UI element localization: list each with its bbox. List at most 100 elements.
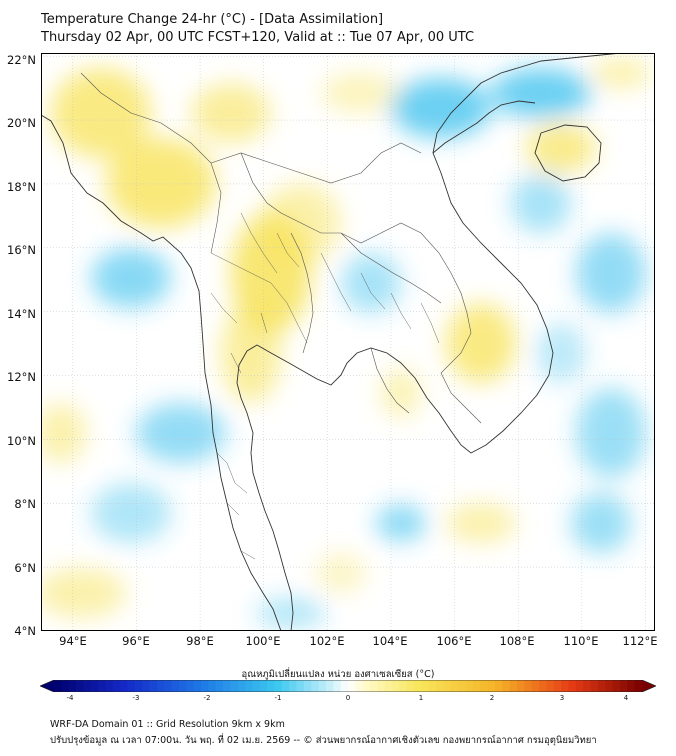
colorbar-cell (127, 680, 136, 692)
colorbar-cell (370, 680, 378, 692)
temperature-field-patch (446, 303, 516, 383)
lat-label: 8°N (14, 497, 36, 511)
lon-label: 96°E (122, 634, 150, 648)
coastline-hainan (534, 124, 602, 182)
colorbar-cell (230, 680, 239, 692)
colorbar-extension (40, 680, 54, 692)
colorbar-cell (54, 680, 62, 692)
colorbar-cell (517, 680, 525, 692)
colorbar-cell (406, 680, 415, 692)
colorbar-cell (267, 680, 275, 692)
temperature-field-patch (41, 403, 86, 463)
colorbar-cell (98, 680, 106, 692)
temperature-field-patch (491, 68, 591, 118)
colorbar-tick: -1 (274, 694, 282, 702)
map-title: Temperature Change 24-hr (°C) - [Data As… (41, 12, 384, 27)
lat-label: 18°N (7, 180, 36, 194)
colorbar-cell (612, 680, 621, 692)
colorbar-cell (289, 680, 297, 692)
lon-label: 110°E (563, 634, 599, 648)
colorbar-cell (627, 680, 636, 692)
colorbar-cell (112, 680, 121, 692)
colorbar-cell (509, 680, 518, 692)
colorbar-cell (68, 680, 77, 692)
temperature-field-patch (91, 483, 171, 543)
lon-label: 94°E (59, 634, 87, 648)
colorbar-cell (487, 680, 496, 692)
colorbar-tick: 3 (559, 694, 565, 702)
colorbar-cell (495, 680, 503, 692)
colorbar-cell (443, 680, 452, 692)
colorbar-cell (377, 680, 386, 692)
colorbar-tick: 2 (489, 694, 495, 702)
colorbar-cell (597, 680, 606, 692)
colorbar-cell (333, 680, 342, 692)
colorbar-cell (90, 680, 99, 692)
temperature-field-patch (106, 138, 216, 228)
province-borders (210, 212, 440, 560)
colorbar-cell (340, 680, 349, 692)
colorbar-cell (384, 680, 393, 692)
temperature-field-patch (536, 323, 586, 383)
colorbar (40, 680, 656, 692)
colorbar-cell (553, 680, 562, 692)
colorbar-cell (355, 680, 364, 692)
colorbar-extension (642, 680, 656, 692)
lat-label: 10°N (7, 434, 36, 448)
colorbar-cell (583, 680, 591, 692)
colorbar-cell (201, 680, 209, 692)
colorbar-cell (252, 680, 261, 692)
colorbar-cell (561, 680, 569, 692)
colorbar-cell (619, 680, 628, 692)
colorbar-cell (61, 680, 70, 692)
map-subtitle: Thursday 02 Apr, 00 UTC FCST+120, Valid … (41, 30, 475, 45)
colorbar-cell (296, 680, 305, 692)
colorbar-cell (303, 680, 312, 692)
lon-label: 112°E (622, 634, 658, 648)
colorbar-cell (208, 680, 217, 692)
colorbar-cell (362, 680, 371, 692)
footer-resolution: WRF-DA Domain 01 :: Grid Resolution 9km … (50, 719, 285, 730)
coastline-tonkin (432, 100, 536, 154)
colorbar-title: อุณหภูมิเปลี่ยนแปลง หน่วย องศาเซลเซียส (… (241, 669, 435, 680)
colorbar-cell (142, 680, 150, 692)
temperature-field-patch (571, 493, 631, 553)
lat-label: 16°N (7, 243, 36, 257)
colorbar-cell (281, 680, 290, 692)
colorbar-cell (421, 680, 430, 692)
colorbar-cell (193, 680, 202, 692)
colorbar-cell (480, 680, 489, 692)
temperature-field-patch (576, 233, 646, 313)
colorbar-cell (223, 680, 231, 692)
colorbar-cell (186, 680, 195, 692)
temperature-field-patch (191, 83, 271, 143)
colorbar-cell (502, 680, 511, 692)
colorbar-cell (120, 680, 128, 692)
colorbar-cell (178, 680, 187, 692)
temperature-field-patch (591, 58, 651, 88)
colorbar-cell (259, 680, 268, 692)
temperature-field-patch (446, 503, 516, 543)
colorbar-cell (524, 680, 533, 692)
map-border (41, 53, 655, 631)
colorbar-cell (171, 680, 180, 692)
colorbar-cell (472, 680, 481, 692)
colorbar-tick: -2 (203, 694, 211, 702)
temperature-field-patch (316, 553, 366, 593)
colorbar-cell (568, 680, 577, 692)
footer-credit: ปรับปรุงข้อมูล ณ เวลา 07:00น. วัน พฤ. ที… (50, 735, 597, 746)
colorbar-cell (76, 680, 84, 692)
colorbar-cell (164, 680, 172, 692)
lat-label: 22°N (7, 53, 36, 67)
country-borders (80, 72, 482, 424)
colorbar-cell (539, 680, 547, 692)
colorbar-cell (436, 680, 444, 692)
colorbar-cell (348, 680, 356, 692)
colorbar-cell (414, 680, 422, 692)
lon-label: 102°E (309, 634, 345, 648)
coastline-mainland (41, 53, 622, 631)
lon-label: 106°E (436, 634, 472, 648)
colorbar-cell (450, 680, 459, 692)
colorbar-cell (590, 680, 599, 692)
temperature-field-patch (576, 388, 646, 478)
